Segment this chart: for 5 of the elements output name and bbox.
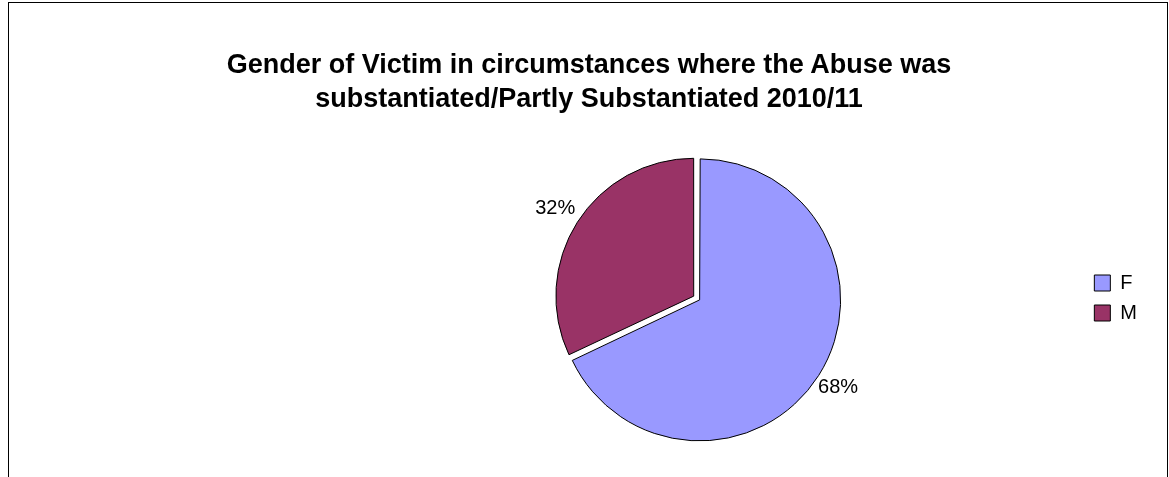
legend-label: M xyxy=(1120,300,1138,323)
data-label: 68% xyxy=(818,375,859,398)
data-label: 32% xyxy=(535,195,576,218)
chart-title: Gender of Victim in circumstances where the Abuse was substantiated/Partly Substantiated 2010/11 xyxy=(225,48,953,115)
legend-label: F xyxy=(1120,270,1133,293)
